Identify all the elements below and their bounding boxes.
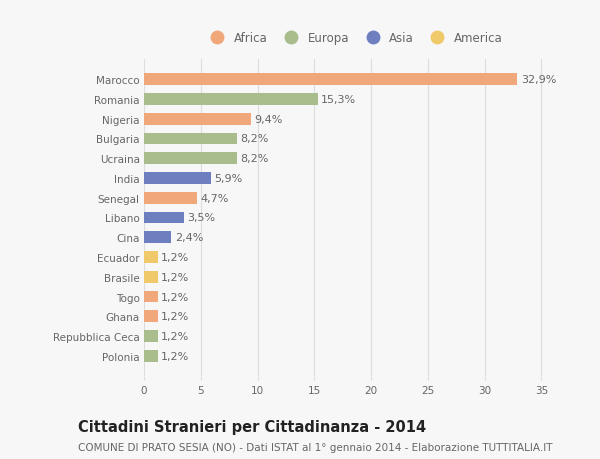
Text: 1,2%: 1,2% (161, 292, 189, 302)
Bar (144, 133, 237, 145)
Bar (144, 212, 184, 224)
Bar (144, 232, 171, 244)
Text: 9,4%: 9,4% (254, 114, 283, 124)
Bar (144, 113, 251, 125)
Text: 1,2%: 1,2% (161, 252, 189, 263)
Bar (144, 330, 158, 342)
Text: COMUNE DI PRATO SESIA (NO) - Dati ISTAT al 1° gennaio 2014 - Elaborazione TUTTIT: COMUNE DI PRATO SESIA (NO) - Dati ISTAT … (78, 442, 553, 452)
Text: 8,2%: 8,2% (241, 134, 269, 144)
Text: 32,9%: 32,9% (521, 75, 556, 85)
Legend: Africa, Europa, Asia, America: Africa, Europa, Asia, America (200, 28, 508, 50)
Text: 1,2%: 1,2% (161, 351, 189, 361)
Bar (144, 153, 237, 165)
Text: 15,3%: 15,3% (321, 95, 356, 105)
Text: 4,7%: 4,7% (201, 193, 229, 203)
Bar (144, 192, 197, 204)
Bar (144, 252, 158, 263)
Text: 1,2%: 1,2% (161, 331, 189, 341)
Text: 1,2%: 1,2% (161, 312, 189, 322)
Text: Cittadini Stranieri per Cittadinanza - 2014: Cittadini Stranieri per Cittadinanza - 2… (78, 419, 426, 434)
Bar (144, 350, 158, 362)
Bar (144, 173, 211, 185)
Bar (144, 74, 517, 86)
Text: 1,2%: 1,2% (161, 272, 189, 282)
Bar (144, 311, 158, 323)
Text: 3,5%: 3,5% (187, 213, 215, 223)
Bar (144, 94, 317, 106)
Bar (144, 291, 158, 303)
Text: 2,4%: 2,4% (175, 233, 203, 243)
Bar (144, 271, 158, 283)
Text: 5,9%: 5,9% (214, 174, 242, 184)
Text: 8,2%: 8,2% (241, 154, 269, 164)
